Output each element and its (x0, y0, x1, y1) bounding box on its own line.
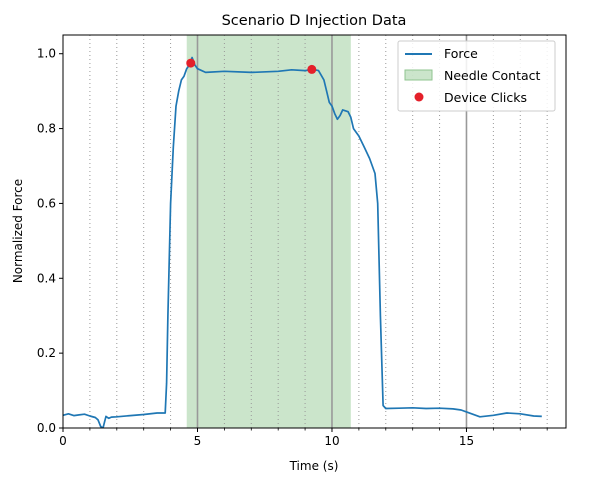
legend-device-clicks-label: Device Clicks (444, 90, 527, 105)
legend-needle-contact-label: Needle Contact (444, 68, 541, 83)
x-tick-label: 10 (324, 434, 339, 448)
y-tick-label: 0.6 (37, 196, 56, 210)
needle-contact-span (186, 35, 351, 428)
legend-device-clicks-swatch (414, 92, 424, 102)
y-tick-label: 1.0 (37, 47, 56, 61)
axes-frame (62, 34, 567, 429)
y-tick-label: 0.2 (37, 346, 56, 360)
device-click-point (307, 64, 317, 74)
device-click-point (186, 58, 196, 68)
x-tick-label: 0 (59, 434, 67, 448)
axes: 0 5 10 15 0.0 0.2 0.4 0.6 0.8 1.0 (37, 34, 567, 448)
x-axis-label: Time (s) (289, 459, 339, 473)
y-tick-label: 0.0 (37, 421, 56, 435)
y-axis-label: Normalized Force (11, 179, 25, 283)
legend-needle-contact-swatch (404, 69, 433, 81)
y-tick-label: 0.4 (37, 271, 56, 285)
legend-frame (397, 40, 556, 112)
legend: Force Needle Contact Device Clicks (397, 40, 556, 112)
force-series-line (62, 56, 542, 429)
x-tick-label: 5 (194, 434, 202, 448)
plot-area (62, 35, 548, 429)
legend-force-label: Force (444, 46, 478, 61)
y-tick-label: 0.8 (37, 122, 56, 136)
chart-title: Scenario D Injection Data (222, 13, 407, 29)
x-tick-label: 15 (459, 434, 474, 448)
